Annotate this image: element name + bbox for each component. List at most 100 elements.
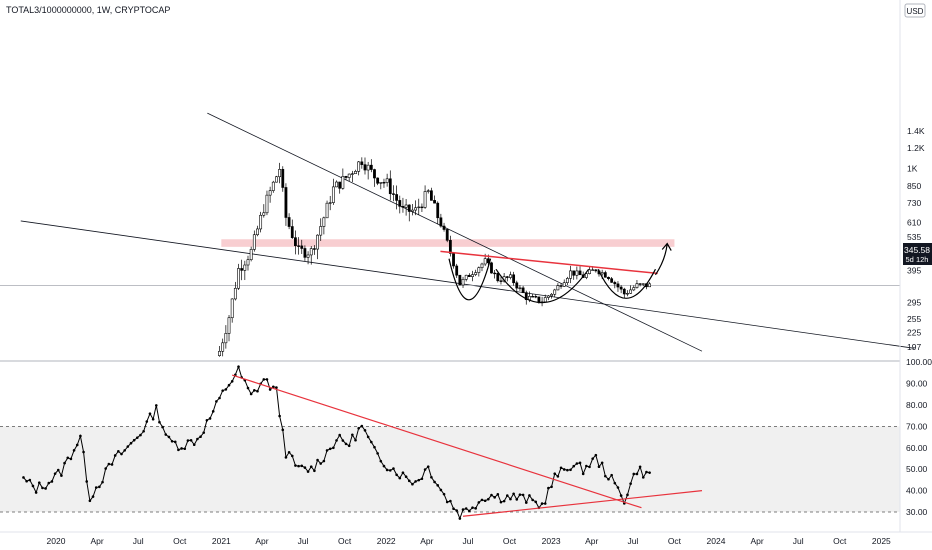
candle[interactable] — [218, 345, 221, 357]
candle[interactable] — [322, 216, 326, 235]
candle[interactable] — [550, 293, 553, 299]
candle[interactable] — [300, 239, 304, 254]
candle[interactable] — [265, 190, 269, 216]
candle[interactable] — [565, 276, 569, 285]
candle[interactable] — [316, 234, 319, 260]
candle[interactable] — [603, 270, 607, 278]
candle[interactable] — [569, 265, 572, 284]
candle[interactable] — [458, 274, 462, 286]
candle[interactable] — [632, 285, 636, 292]
candle[interactable] — [382, 178, 386, 188]
candle[interactable] — [376, 177, 380, 186]
candle[interactable] — [622, 287, 626, 299]
head-arc[interactable] — [495, 268, 590, 304]
candle[interactable] — [312, 245, 316, 255]
candle[interactable] — [262, 204, 266, 218]
candle[interactable] — [398, 195, 402, 214]
candle[interactable] — [246, 255, 250, 271]
candle[interactable] — [271, 180, 275, 193]
candle[interactable] — [404, 198, 408, 216]
candle[interactable] — [426, 189, 430, 194]
candle[interactable] — [392, 185, 395, 202]
candle[interactable] — [328, 195, 332, 211]
candle[interactable] — [290, 219, 294, 239]
candle[interactable] — [515, 280, 519, 293]
neckline-resistance[interactable] — [440, 250, 658, 275]
candle[interactable] — [227, 315, 231, 342]
candle[interactable] — [373, 168, 376, 187]
candle[interactable] — [613, 280, 617, 289]
candle[interactable] — [335, 180, 338, 188]
time-axis[interactable]: 2020 Apr Jul Oct 2021 Apr Jul Oct 2022 Apr Jul Oct 2… — [0, 531, 932, 546]
candle[interactable] — [243, 260, 247, 281]
usd-label-box[interactable] — [904, 3, 926, 18]
candle[interactable] — [540, 296, 544, 307]
candle[interactable] — [237, 263, 240, 290]
candle[interactable] — [452, 252, 455, 269]
candle[interactable] — [547, 295, 550, 301]
candle[interactable] — [445, 228, 449, 243]
candle[interactable] — [619, 285, 623, 294]
candle[interactable] — [641, 283, 645, 287]
rsi-ascending-trendline[interactable] — [462, 490, 703, 517]
candle[interactable] — [629, 285, 633, 294]
projection-arrow[interactable] — [654, 243, 668, 276]
candle[interactable] — [556, 283, 560, 291]
candle[interactable] — [414, 200, 417, 216]
candle[interactable] — [455, 263, 459, 278]
rsi-pane[interactable] — [0, 365, 900, 520]
candle[interactable] — [464, 274, 468, 282]
candle[interactable] — [252, 230, 256, 252]
candle[interactable] — [341, 168, 345, 190]
candle[interactable] — [309, 246, 313, 265]
candle[interactable] — [278, 162, 282, 184]
candle[interactable] — [401, 197, 405, 213]
candle[interactable] — [259, 211, 263, 233]
candle[interactable] — [388, 170, 392, 201]
candle[interactable] — [505, 275, 509, 282]
candle[interactable] — [319, 218, 323, 241]
candle[interactable] — [303, 245, 307, 261]
price-pane[interactable] — [0, 112, 915, 357]
candle[interactable] — [509, 271, 512, 280]
candle[interactable] — [578, 266, 582, 276]
candle[interactable] — [240, 259, 244, 281]
candle[interactable] — [275, 175, 278, 183]
candle[interactable] — [366, 161, 370, 180]
candle[interactable] — [635, 280, 639, 289]
candle[interactable] — [221, 338, 225, 357]
candle[interactable] — [518, 285, 522, 291]
candle[interactable] — [369, 159, 373, 173]
candle[interactable] — [294, 230, 297, 255]
candle[interactable] — [224, 325, 228, 349]
candle[interactable] — [249, 246, 253, 262]
candle[interactable] — [430, 187, 433, 201]
candle[interactable] — [420, 203, 424, 212]
candle[interactable] — [287, 213, 291, 230]
candle[interactable] — [638, 283, 642, 287]
descending-trendline[interactable] — [207, 112, 703, 352]
candle[interactable] — [559, 283, 563, 289]
candle[interactable] — [297, 237, 300, 255]
candle[interactable] — [553, 288, 557, 298]
candle[interactable] — [610, 276, 614, 283]
candle[interactable] — [395, 185, 399, 210]
candle[interactable] — [268, 186, 272, 203]
candle[interactable] — [357, 161, 361, 176]
candle[interactable] — [442, 222, 446, 232]
candle[interactable] — [407, 204, 411, 222]
candle[interactable] — [281, 166, 285, 192]
candle[interactable] — [648, 282, 651, 288]
candle[interactable] — [436, 201, 440, 225]
candle[interactable] — [331, 178, 335, 205]
rsi-axis[interactable]: 100.00 90.00 80.00 70.00 60.00 50.00 40.00 30.0… — [906, 357, 932, 517]
candle[interactable] — [385, 173, 389, 187]
candle[interactable] — [411, 203, 414, 216]
candle[interactable] — [534, 294, 538, 299]
candle[interactable] — [562, 279, 566, 287]
candle[interactable] — [230, 298, 234, 323]
candle[interactable] — [594, 269, 598, 273]
long-trendline[interactable] — [20, 220, 915, 349]
left-shoulder-arc[interactable] — [448, 258, 492, 301]
candle[interactable] — [284, 183, 288, 226]
